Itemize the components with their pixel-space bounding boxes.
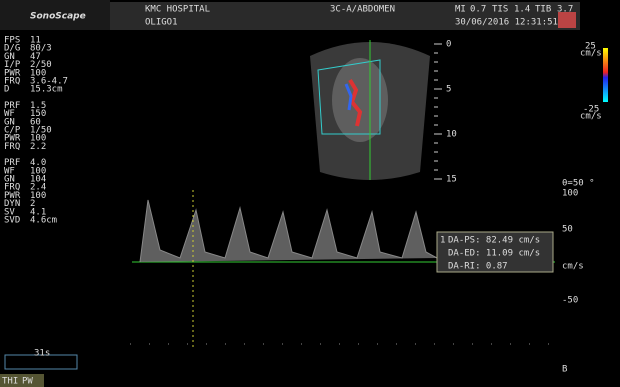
header-bar [110, 2, 580, 30]
probe: 3C-A/ABDOMEN [330, 5, 395, 15]
param-value: 3.6-4.7 [30, 77, 68, 87]
pw: PW [22, 377, 33, 387]
param-name: FRQ [4, 77, 20, 87]
label: cm/s [580, 49, 602, 59]
label: 3.7 [557, 5, 573, 15]
param-name: WF [4, 166, 15, 176]
param-value: 1.5 [30, 101, 46, 111]
label: cm/s [580, 112, 602, 122]
param-name: PWR [4, 68, 21, 78]
param-name: D/G [4, 44, 20, 54]
sweep: 31s [34, 349, 50, 359]
thi: THI [2, 377, 18, 387]
color-bar [603, 48, 608, 102]
param-value: 60 [30, 117, 41, 127]
param-name: FRQ [4, 183, 20, 193]
label: 1.4 [514, 5, 530, 15]
doppler-waveform [139, 199, 438, 263]
param-value: 4.1 [30, 207, 46, 217]
param-name: C/P [4, 126, 21, 136]
icon [558, 12, 576, 28]
measurement: DA-ED: 11.09 cm/s [448, 249, 540, 259]
param-name: PWR [4, 134, 21, 144]
depth-label: 15 [446, 175, 457, 185]
label: TIB [535, 5, 551, 15]
doppler-scale-label: 50 [562, 225, 573, 235]
param-value: 100 [30, 134, 46, 144]
param-value: 150 [30, 109, 46, 119]
param-name: SV [4, 207, 15, 217]
sweep-bar [4, 354, 78, 370]
label: TIS [492, 5, 508, 15]
param-value: 100 [30, 68, 46, 78]
param-value: 80/3 [30, 44, 52, 54]
anatomy [332, 58, 388, 142]
param-name: PWR [4, 191, 21, 201]
param-name: GN [4, 117, 15, 127]
param-value: 100 [30, 191, 46, 201]
param-value: 47 [30, 52, 41, 62]
doppler-scale-label: 100 [562, 189, 578, 199]
param-name: I/P [4, 60, 21, 70]
param-name: GN [4, 52, 15, 62]
param-name: SVD [4, 216, 20, 226]
param-value: 2.2 [30, 142, 46, 152]
param-name: D [4, 85, 9, 95]
color-flow [348, 78, 363, 127]
param-value: 2 [30, 199, 35, 209]
depth-label: 5 [446, 85, 451, 95]
param-value: 2.4 [30, 183, 46, 193]
label: 0.7 [470, 5, 486, 15]
param-name: FPS [4, 36, 20, 46]
patient-id: OLIGO1 [145, 18, 178, 28]
doppler-scale-label: cm/s [562, 262, 584, 272]
param-value: 1/50 [30, 126, 52, 136]
datetime: 30/06/2016 12:31:51 [455, 18, 558, 28]
param-name: WF [4, 109, 15, 119]
param-value: 4.6cm [30, 216, 57, 226]
angle: θ=50 ° [562, 179, 595, 189]
hospital: KMC HOSPITAL [145, 5, 210, 15]
label: -25 [583, 105, 599, 115]
measurement: DA-PS: 82.49 cm/s [448, 236, 540, 246]
label: 25 [585, 42, 596, 52]
measurement-box [436, 231, 554, 273]
measurement-index: 1 [440, 236, 445, 246]
param-value: 100 [30, 166, 46, 176]
param-value: 15.3cm [30, 85, 63, 95]
color-flow [344, 83, 353, 111]
param-value: 11 [30, 36, 41, 46]
label: MI [455, 5, 466, 15]
brand-logo: SonoScape [30, 12, 86, 22]
logo-bar [0, 0, 110, 30]
param-name: PRF [4, 158, 20, 168]
color-box [317, 59, 381, 135]
doppler-scale-label: -50 [562, 296, 578, 306]
param-value: 2/50 [30, 60, 52, 70]
param-name: GN [4, 175, 15, 185]
mode-bar [0, 374, 44, 387]
param-name: DYN [4, 199, 20, 209]
param-name: PRF [4, 101, 20, 111]
param-value: 104 [30, 175, 46, 185]
depth-label: 0 [446, 40, 451, 50]
param-value: 4.0 [30, 158, 46, 168]
marker: B [562, 365, 567, 375]
depth-label: 10 [446, 130, 457, 140]
param-name: FRQ [4, 142, 20, 152]
measurement: DA-RI: 0.87 [448, 262, 508, 272]
